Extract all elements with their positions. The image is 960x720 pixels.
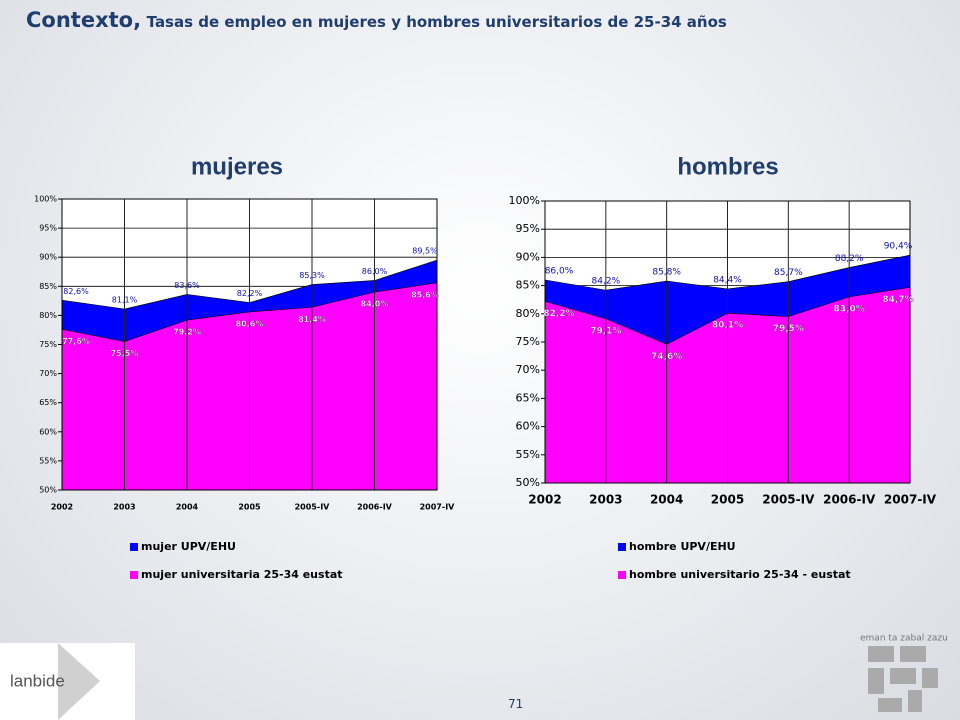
legend-label: mujer UPV/EHU xyxy=(141,540,236,553)
chart-title: mujeres xyxy=(191,153,283,180)
title: Contexto, xyxy=(26,8,142,32)
y-tick-label: 90% xyxy=(39,253,57,262)
logo-shape xyxy=(58,643,100,720)
value-label: 85,6% xyxy=(411,290,439,299)
y-tick-label: 55% xyxy=(516,448,540,461)
value-label: 89,5% xyxy=(412,247,438,256)
x-tick-label: 2005 xyxy=(238,503,261,512)
value-label: 81,4% xyxy=(298,315,326,324)
y-tick-label: 85% xyxy=(39,282,57,291)
legend-label: hombre universitario 25-34 - eustat xyxy=(629,568,851,581)
y-tick-label: 50% xyxy=(39,486,57,495)
x-tick-label: 2002 xyxy=(51,503,73,512)
x-tick-label: 2005-IV xyxy=(762,493,815,507)
subtitle: Tasas de empleo en mujeres y hombres uni… xyxy=(146,13,727,31)
legend-label: mujer universitaria 25-34 eustat xyxy=(141,568,343,581)
x-tick-label: 2006-IV xyxy=(823,493,876,507)
value-label: 82,2% xyxy=(543,309,574,319)
y-tick-label: 100% xyxy=(509,194,540,207)
value-label: 79,2% xyxy=(173,328,201,337)
legend-swatch xyxy=(130,571,138,579)
x-tick-label: 2003 xyxy=(589,493,622,507)
value-label: 88,2% xyxy=(835,254,864,264)
logo-emblem xyxy=(868,646,938,712)
y-tick-label: 75% xyxy=(516,335,540,348)
y-tick-label: 50% xyxy=(516,476,540,489)
x-tick-label: 2004 xyxy=(650,493,683,507)
value-label: 85,3% xyxy=(299,271,325,280)
value-label: 82,6% xyxy=(63,287,89,296)
y-tick-label: 80% xyxy=(516,307,540,320)
x-tick-label: 2005-IV xyxy=(295,503,331,512)
value-label: 79,1% xyxy=(590,326,621,336)
value-label: 81,1% xyxy=(112,295,138,304)
slide-title: Contexto, Tasas de empleo en mujeres y h… xyxy=(26,8,727,32)
y-tick-label: 60% xyxy=(39,427,57,436)
x-tick-label: 2007-IV xyxy=(420,503,456,512)
page-number: 71 xyxy=(508,697,524,711)
x-tick-label: 2004 xyxy=(176,503,199,512)
value-label: 85,7% xyxy=(774,268,803,278)
value-label: 82,2% xyxy=(237,289,263,298)
chart-title: hombres xyxy=(677,153,778,180)
value-label: 83,0% xyxy=(834,304,865,314)
legend-label: hombre UPV/EHU xyxy=(629,540,736,553)
value-label: 79,5% xyxy=(773,324,804,334)
legend-swatch xyxy=(618,543,626,551)
x-tick-label: 2005 xyxy=(711,493,744,507)
y-tick-label: 90% xyxy=(516,250,540,263)
legend-swatch xyxy=(618,571,626,579)
value-label: 75,5% xyxy=(111,349,139,358)
y-tick-label: 55% xyxy=(39,456,57,465)
legend-swatch xyxy=(130,543,138,551)
value-label: 80,1% xyxy=(712,321,743,331)
value-label: 90,4% xyxy=(884,242,913,252)
plot-border xyxy=(61,198,438,491)
value-label: 80,6% xyxy=(236,319,264,328)
y-tick-label: 85% xyxy=(516,279,540,292)
y-tick-label: 70% xyxy=(516,363,540,376)
x-tick-label: 2003 xyxy=(113,503,135,512)
y-tick-label: 95% xyxy=(39,224,57,233)
value-label: 84,7% xyxy=(882,295,913,305)
value-label: 77,6% xyxy=(62,337,90,346)
value-label: 84,4% xyxy=(713,275,742,285)
value-label: 74,6% xyxy=(651,352,682,362)
y-tick-label: 80% xyxy=(39,311,57,320)
y-tick-label: 65% xyxy=(39,398,57,407)
y-tick-label: 70% xyxy=(39,369,57,378)
x-tick-label: 2002 xyxy=(528,493,561,507)
y-tick-label: 60% xyxy=(516,420,540,433)
value-label: 84,0% xyxy=(361,300,389,309)
value-label: 83,6% xyxy=(174,281,200,290)
value-label: 86,0% xyxy=(545,266,574,276)
logo-left: lanbide xyxy=(10,671,65,690)
y-tick-label: 65% xyxy=(516,391,540,404)
logo-right: eman ta zabal zazu xyxy=(860,634,948,644)
value-label: 84,2% xyxy=(592,277,621,287)
plot-border xyxy=(544,200,911,484)
y-tick-label: 95% xyxy=(516,222,540,235)
y-tick-label: 75% xyxy=(39,340,57,349)
y-tick-label: 100% xyxy=(34,195,57,204)
value-label: 85,8% xyxy=(652,268,681,278)
x-tick-label: 2007-IV xyxy=(884,493,937,507)
value-label: 86,0% xyxy=(362,267,388,276)
x-tick-label: 2006-IV xyxy=(357,503,393,512)
